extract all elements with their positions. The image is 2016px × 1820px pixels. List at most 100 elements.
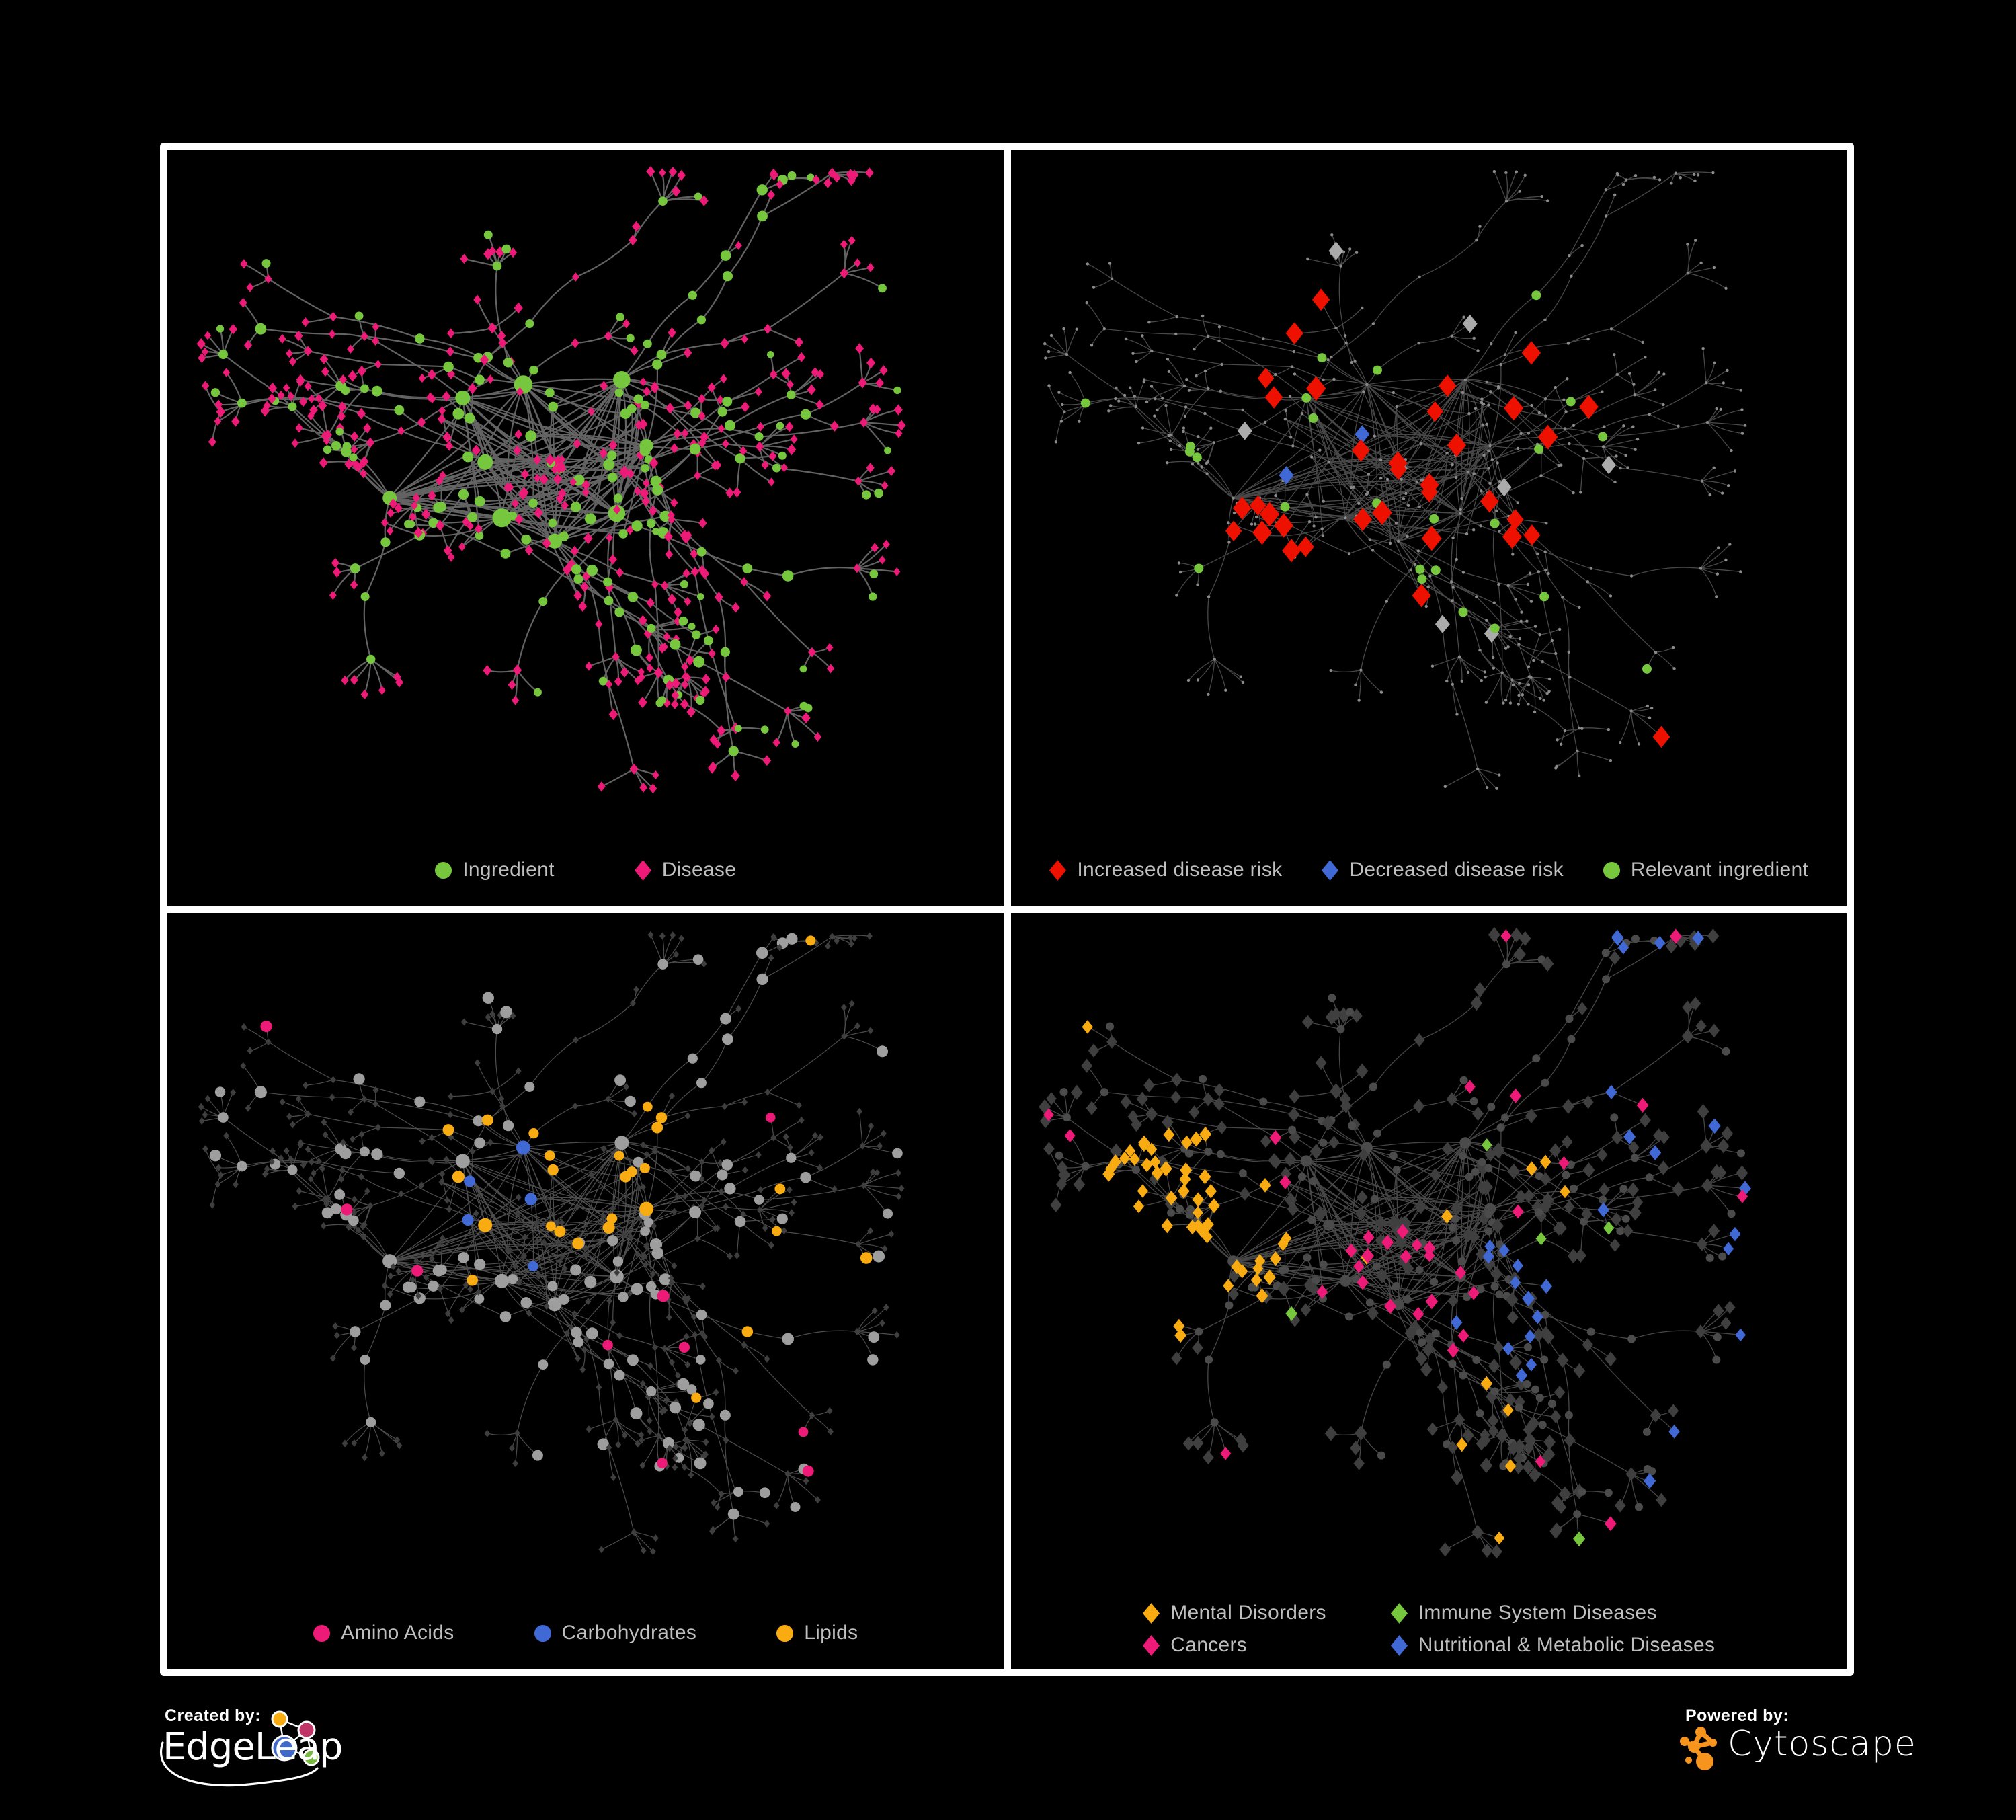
network-node[interactable] <box>1506 1310 1519 1324</box>
network-node[interactable] <box>741 401 750 413</box>
network-node[interactable] <box>1611 1130 1623 1145</box>
network-node[interactable] <box>1633 393 1636 397</box>
network-node[interactable] <box>786 933 798 945</box>
network-node[interactable] <box>321 366 329 377</box>
network-node[interactable] <box>573 1337 584 1347</box>
network-node[interactable] <box>1490 458 1494 461</box>
network-node[interactable] <box>868 1331 880 1343</box>
network-node[interactable] <box>603 577 612 587</box>
network-node[interactable] <box>1307 1216 1316 1224</box>
network-node[interactable] <box>1461 391 1464 395</box>
network-node[interactable] <box>1563 427 1566 430</box>
network-node[interactable] <box>1630 1154 1639 1162</box>
network-node[interactable] <box>1613 193 1616 196</box>
network-node[interactable] <box>533 688 542 697</box>
network-node[interactable] <box>1502 960 1510 969</box>
network-node[interactable] <box>686 1419 693 1427</box>
network-node[interactable] <box>582 571 591 582</box>
network-node[interactable] <box>1114 386 1118 390</box>
network-node[interactable] <box>1465 532 1468 536</box>
network-node[interactable] <box>394 405 405 416</box>
network-node[interactable] <box>1512 1204 1524 1219</box>
network-node[interactable] <box>1484 1210 1492 1218</box>
network-node[interactable] <box>350 563 360 573</box>
network-node[interactable] <box>471 444 481 457</box>
network-node[interactable] <box>372 322 380 331</box>
network-node[interactable] <box>1559 742 1562 746</box>
network-node[interactable] <box>659 168 666 177</box>
network-node[interactable] <box>475 531 484 540</box>
network-node[interactable] <box>1498 479 1501 483</box>
network-node[interactable] <box>360 592 370 601</box>
network-node[interactable] <box>1415 1351 1427 1366</box>
network-node[interactable] <box>339 1148 352 1160</box>
network-node[interactable] <box>1584 449 1588 452</box>
network-node[interactable] <box>1654 650 1657 654</box>
network-node[interactable] <box>1321 534 1324 537</box>
network-node[interactable] <box>1477 1158 1486 1166</box>
network-node[interactable] <box>1326 461 1330 464</box>
network-node[interactable] <box>467 1274 478 1286</box>
network-node[interactable] <box>1457 1257 1465 1266</box>
network-node[interactable] <box>546 1221 556 1232</box>
network-node[interactable] <box>1562 1171 1570 1179</box>
network-node[interactable] <box>1192 1219 1204 1234</box>
network-node[interactable] <box>671 690 680 701</box>
network-node[interactable] <box>419 1137 426 1145</box>
network-node[interactable] <box>722 396 733 407</box>
network-node[interactable] <box>210 388 220 397</box>
network-node[interactable] <box>733 487 741 498</box>
network-node[interactable] <box>371 335 380 346</box>
network-node[interactable] <box>1226 521 1229 524</box>
network-node[interactable] <box>1435 615 1450 634</box>
network-node[interactable] <box>1392 1166 1401 1174</box>
network-node[interactable] <box>1647 413 1651 416</box>
network-node[interactable] <box>1143 1078 1155 1093</box>
network-node[interactable] <box>1476 1285 1485 1294</box>
network-node[interactable] <box>645 652 653 663</box>
network-node[interactable] <box>623 1083 630 1091</box>
network-node[interactable] <box>767 190 775 200</box>
network-node[interactable] <box>1567 1249 1579 1264</box>
network-node[interactable] <box>1283 418 1287 421</box>
network-node[interactable] <box>524 1082 535 1092</box>
network-node[interactable] <box>1450 334 1453 338</box>
network-node[interactable] <box>1312 524 1316 528</box>
network-node[interactable] <box>643 628 653 639</box>
network-node[interactable] <box>1428 574 1432 578</box>
network-node[interactable] <box>1573 1363 1585 1378</box>
network-node[interactable] <box>1621 1214 1630 1223</box>
network-node[interactable] <box>1353 508 1372 531</box>
network-node[interactable] <box>1206 460 1209 463</box>
network-node[interactable] <box>1554 1385 1565 1400</box>
network-node[interactable] <box>1307 520 1311 524</box>
network-node[interactable] <box>1539 1326 1551 1341</box>
network-node[interactable] <box>1183 414 1186 418</box>
network-node[interactable] <box>521 1252 528 1260</box>
network-node[interactable] <box>1216 1121 1227 1134</box>
network-node[interactable] <box>659 932 666 940</box>
network-node[interactable] <box>1525 619 1529 623</box>
network-node[interactable] <box>1281 1265 1289 1274</box>
network-node[interactable] <box>1451 682 1454 686</box>
network-node[interactable] <box>1526 703 1530 706</box>
network-node[interactable] <box>685 1164 691 1173</box>
network-node[interactable] <box>417 417 426 428</box>
network-node[interactable] <box>1505 1292 1518 1308</box>
network-node[interactable] <box>1701 1178 1713 1193</box>
network-node[interactable] <box>1563 729 1566 733</box>
network-node[interactable] <box>696 593 704 600</box>
network-node[interactable] <box>897 420 906 431</box>
network-node[interactable] <box>1621 183 1625 186</box>
network-node[interactable] <box>1203 1147 1212 1156</box>
network-node[interactable] <box>1459 1137 1471 1149</box>
network-node[interactable] <box>442 1124 454 1136</box>
network-node[interactable] <box>771 934 777 942</box>
network-node[interactable] <box>853 563 861 573</box>
network-node[interactable] <box>854 1022 861 1030</box>
network-node[interactable] <box>1695 1019 1707 1033</box>
network-node[interactable] <box>815 399 824 410</box>
network-node[interactable] <box>1482 403 1485 406</box>
network-node[interactable] <box>418 373 426 383</box>
network-node[interactable] <box>1332 377 1336 381</box>
